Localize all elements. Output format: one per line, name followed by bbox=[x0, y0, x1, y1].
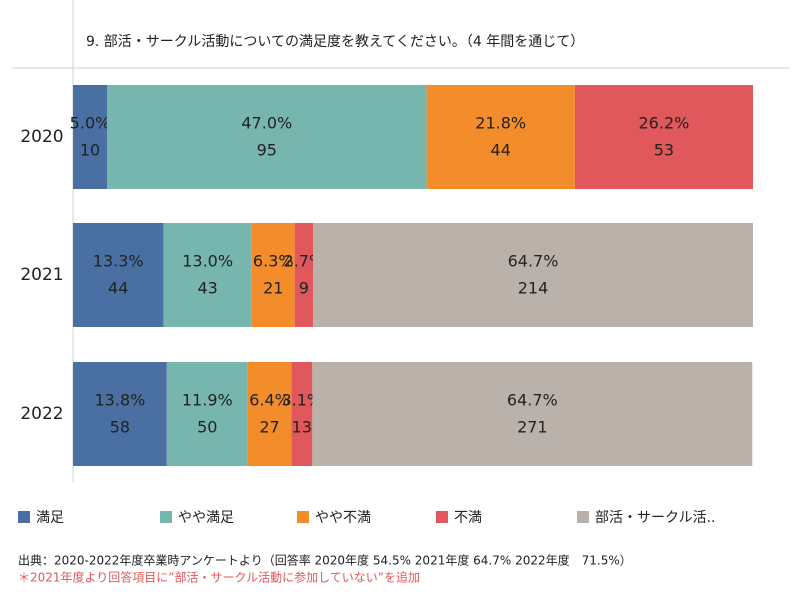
chart-title: 9. 部活・サークル活動についての満足度を教えてください。（4 年間を通じて） bbox=[86, 34, 584, 50]
count-label: 43 bbox=[197, 279, 217, 298]
count-label: 53 bbox=[654, 141, 674, 160]
count-label: 95 bbox=[257, 141, 277, 160]
bar-segment bbox=[247, 362, 292, 466]
legend-label: 満足 bbox=[36, 510, 64, 526]
legend-swatch bbox=[577, 511, 589, 523]
source: 出典：2020-2022年度卒業時アンケートより（回答率 2020年度 54.5… bbox=[18, 553, 632, 568]
count-label: 50 bbox=[197, 418, 217, 437]
count-label: 271 bbox=[517, 418, 548, 437]
value-label: 26.2% bbox=[639, 114, 690, 133]
bar-segment bbox=[574, 85, 753, 189]
legend-label: 不満 bbox=[454, 510, 482, 526]
bar-segment bbox=[166, 362, 248, 466]
bar-segment bbox=[251, 223, 295, 327]
bar-segment bbox=[163, 223, 252, 327]
count-label: 10 bbox=[80, 141, 100, 160]
y-tick-label: 2020 bbox=[20, 127, 63, 147]
legend-swatch bbox=[297, 511, 309, 523]
legend-swatch bbox=[160, 511, 172, 523]
count-label: 44 bbox=[491, 141, 511, 160]
bar-segment bbox=[73, 85, 107, 189]
count-label: 44 bbox=[108, 279, 128, 298]
bar-segment bbox=[291, 362, 313, 466]
legend-label: やや不満 bbox=[315, 510, 371, 526]
bar-segment bbox=[312, 362, 753, 466]
value-label: 6.4% bbox=[249, 391, 290, 410]
note: ＊2021年度より回答項目に”部活・サークル活動に参加していない”を追加 bbox=[18, 570, 420, 585]
value-label: 3.1% bbox=[281, 391, 322, 410]
value-label: 13.3% bbox=[93, 252, 144, 271]
bar-segment bbox=[294, 223, 314, 327]
value-label: 13.0% bbox=[182, 252, 233, 271]
count-label: 9 bbox=[299, 279, 309, 298]
count-label: 13 bbox=[292, 418, 312, 437]
count-label: 21 bbox=[263, 279, 283, 298]
legend-swatch bbox=[18, 511, 30, 523]
bar-segment bbox=[313, 223, 753, 327]
bar-segment bbox=[107, 85, 427, 189]
value-label: 64.7% bbox=[507, 391, 558, 410]
y-tick-label: 2021 bbox=[20, 265, 63, 285]
value-label: 64.7% bbox=[508, 252, 559, 271]
legend-label: 部活・サークル活.. bbox=[595, 510, 715, 526]
value-label: 21.8% bbox=[475, 114, 526, 133]
value-label: 5.0% bbox=[70, 114, 111, 133]
count-label: 27 bbox=[259, 418, 279, 437]
count-label: 58 bbox=[110, 418, 130, 437]
value-label: 11.9% bbox=[182, 391, 233, 410]
legend-label: やや満足 bbox=[178, 510, 234, 526]
y-tick-label: 2022 bbox=[20, 404, 63, 424]
bar-segment bbox=[73, 223, 164, 327]
legend-swatch bbox=[436, 511, 448, 523]
value-label: 47.0% bbox=[241, 114, 292, 133]
bar-segment bbox=[426, 85, 575, 189]
count-label: 214 bbox=[518, 279, 549, 298]
value-label: 6.3% bbox=[253, 252, 294, 271]
bar-segment bbox=[73, 362, 167, 466]
value-label: 13.8% bbox=[95, 391, 146, 410]
